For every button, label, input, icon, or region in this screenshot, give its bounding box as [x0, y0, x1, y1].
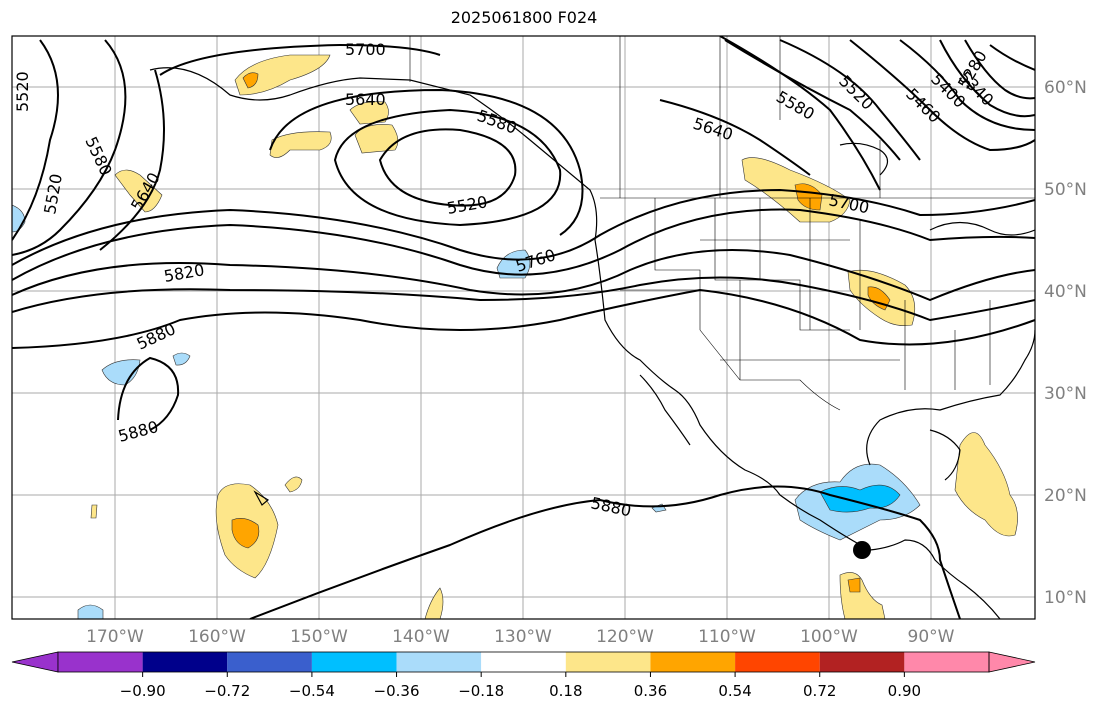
anomaly-area-neg-bottom [77, 604, 104, 619]
lon-tick-label: 120°W [596, 627, 654, 647]
coastline-hawaii [253, 490, 270, 506]
colorbar-segment [396, 652, 482, 672]
anomaly-area-caribbean [954, 432, 1018, 537]
anomaly-area-gulf1 [349, 101, 389, 125]
map-title: 2025061800 F024 [450, 8, 598, 27]
contour-5880-cell [117, 356, 180, 431]
colorbar-segment [311, 652, 397, 672]
colorbar-tick-label: 0.18 [549, 682, 582, 700]
colorbar-segment [565, 652, 651, 672]
lat-tick-label: 50°N [1044, 180, 1087, 200]
contour-label: 5520 [13, 71, 32, 112]
contour-5580-low [333, 108, 562, 227]
contour-5640-left [99, 69, 165, 251]
colorbar-segment [142, 652, 228, 672]
contour-5580-east [724, 39, 901, 161]
contour-5640-east [659, 99, 811, 176]
lat-tick-label: 20°N [1044, 486, 1087, 506]
lat-tick-label: 30°N [1044, 384, 1087, 404]
colorbar-arrow-high [988, 651, 1036, 673]
colorbar-segment [227, 652, 312, 672]
contour-label: 5700 [345, 40, 386, 59]
contour-5760 [12, 188, 1035, 266]
contour-5880-main [12, 276, 1035, 322]
colorbar-tick-label: 0.54 [718, 682, 751, 700]
colorbar-tick-label: 0.36 [634, 682, 667, 700]
contour-5400-east [899, 39, 1035, 131]
colorbar-segment [650, 652, 736, 672]
contour-5580-left [12, 39, 127, 256]
anomaly-core-mexico-neg [819, 484, 901, 513]
colorbar-tick-label: −0.18 [458, 682, 504, 700]
colorbar-tick-label: −0.72 [204, 682, 250, 700]
colorbar-tick-label: −0.36 [374, 682, 420, 700]
anomaly-core-plains-north [794, 183, 823, 211]
lon-tick-label: 170°W [86, 627, 144, 647]
lon-tick-label: 140°W [392, 627, 450, 647]
anomaly-area-neg-west [101, 359, 141, 386]
colorbar-outline [57, 651, 990, 673]
contour-5280-east [964, 39, 1035, 100]
map-frame [11, 35, 1036, 620]
lat-tick-label: 10°N [1044, 588, 1087, 608]
colorbar-tick-label: 0.72 [803, 682, 836, 700]
colorbar-tick-label: −0.54 [289, 682, 335, 700]
contour-5520-east [779, 39, 921, 161]
anomaly-area-small2 [90, 504, 98, 519]
contour-5760-b [12, 208, 1035, 281]
anomaly-area-alaska [234, 54, 331, 96]
contour-5880-upper-sub [12, 288, 1035, 349]
contour-5460-east [849, 39, 1035, 152]
coastline-baja [639, 374, 691, 446]
lon-tick-label: 110°W [698, 627, 756, 647]
lon-tick-label: 90°W [908, 627, 955, 647]
colorbar-segment [735, 652, 820, 672]
lat-tick-label: 60°N [1044, 78, 1087, 98]
anomaly-core-hawaii [231, 518, 260, 549]
lon-tick-label: 160°W [188, 627, 246, 647]
colorbar: −0.90 −0.72 −0.54 −0.36 −0.18 0.18 0.36 0.54 0.7… [11, 651, 1036, 700]
coastline-great-lakes [929, 221, 1035, 236]
anomaly-area-small1 [284, 476, 303, 493]
anomaly-area-aleutian [114, 169, 163, 213]
contour-label: 5640 [345, 90, 386, 109]
height-contours [12, 36, 1035, 619]
longitude-tick-labels: 170°W 160°W 150°W 140°W 130°W 120°W 110°W 100°W… [86, 627, 955, 647]
anomaly-area-neg-west2 [172, 352, 191, 366]
lat-tick-label: 40°N [1044, 282, 1087, 302]
contour-ring-ne [989, 44, 1035, 71]
lon-tick-label: 130°W [494, 627, 552, 647]
contour-5520-left [12, 39, 59, 241]
colorbar-tick-label: 0.90 [888, 682, 921, 700]
colorbar-tick-label: −0.90 [120, 682, 166, 700]
storm-position-dot [853, 541, 871, 559]
contour-5700-upper [159, 43, 441, 76]
contour-5700-east [719, 36, 881, 191]
coastline-yucatan [929, 429, 961, 481]
contour-5820 [12, 249, 1035, 302]
contour-5340-east [939, 39, 1035, 118]
anomaly-area-pacific-nw [269, 131, 332, 158]
coastline-gulf [866, 329, 1035, 466]
latitude-tick-labels: 60°N 50°N 40°N 30°N 20°N 10°N [1044, 78, 1087, 608]
coastline-alaska [149, 67, 1001, 619]
anomaly-area-bottom [424, 587, 444, 619]
anomaly-core-south [847, 577, 861, 593]
colorbar-segment [58, 652, 143, 672]
colorbar-arrow-low [11, 651, 59, 673]
lon-tick-label: 100°W [800, 627, 858, 647]
anomaly-core-alaska [242, 72, 259, 89]
colorbar-segment [481, 652, 566, 672]
lon-tick-label: 150°W [290, 627, 348, 647]
contour-5520-low [378, 128, 517, 207]
contour-5640-low [269, 88, 584, 236]
colorbar-segment [904, 652, 989, 672]
map-content: 5700 5640 5520 5580 5520 5640 5580 5640 … [12, 36, 1035, 619]
colorbar-segment [819, 652, 905, 672]
contour-5880-south [249, 485, 961, 619]
